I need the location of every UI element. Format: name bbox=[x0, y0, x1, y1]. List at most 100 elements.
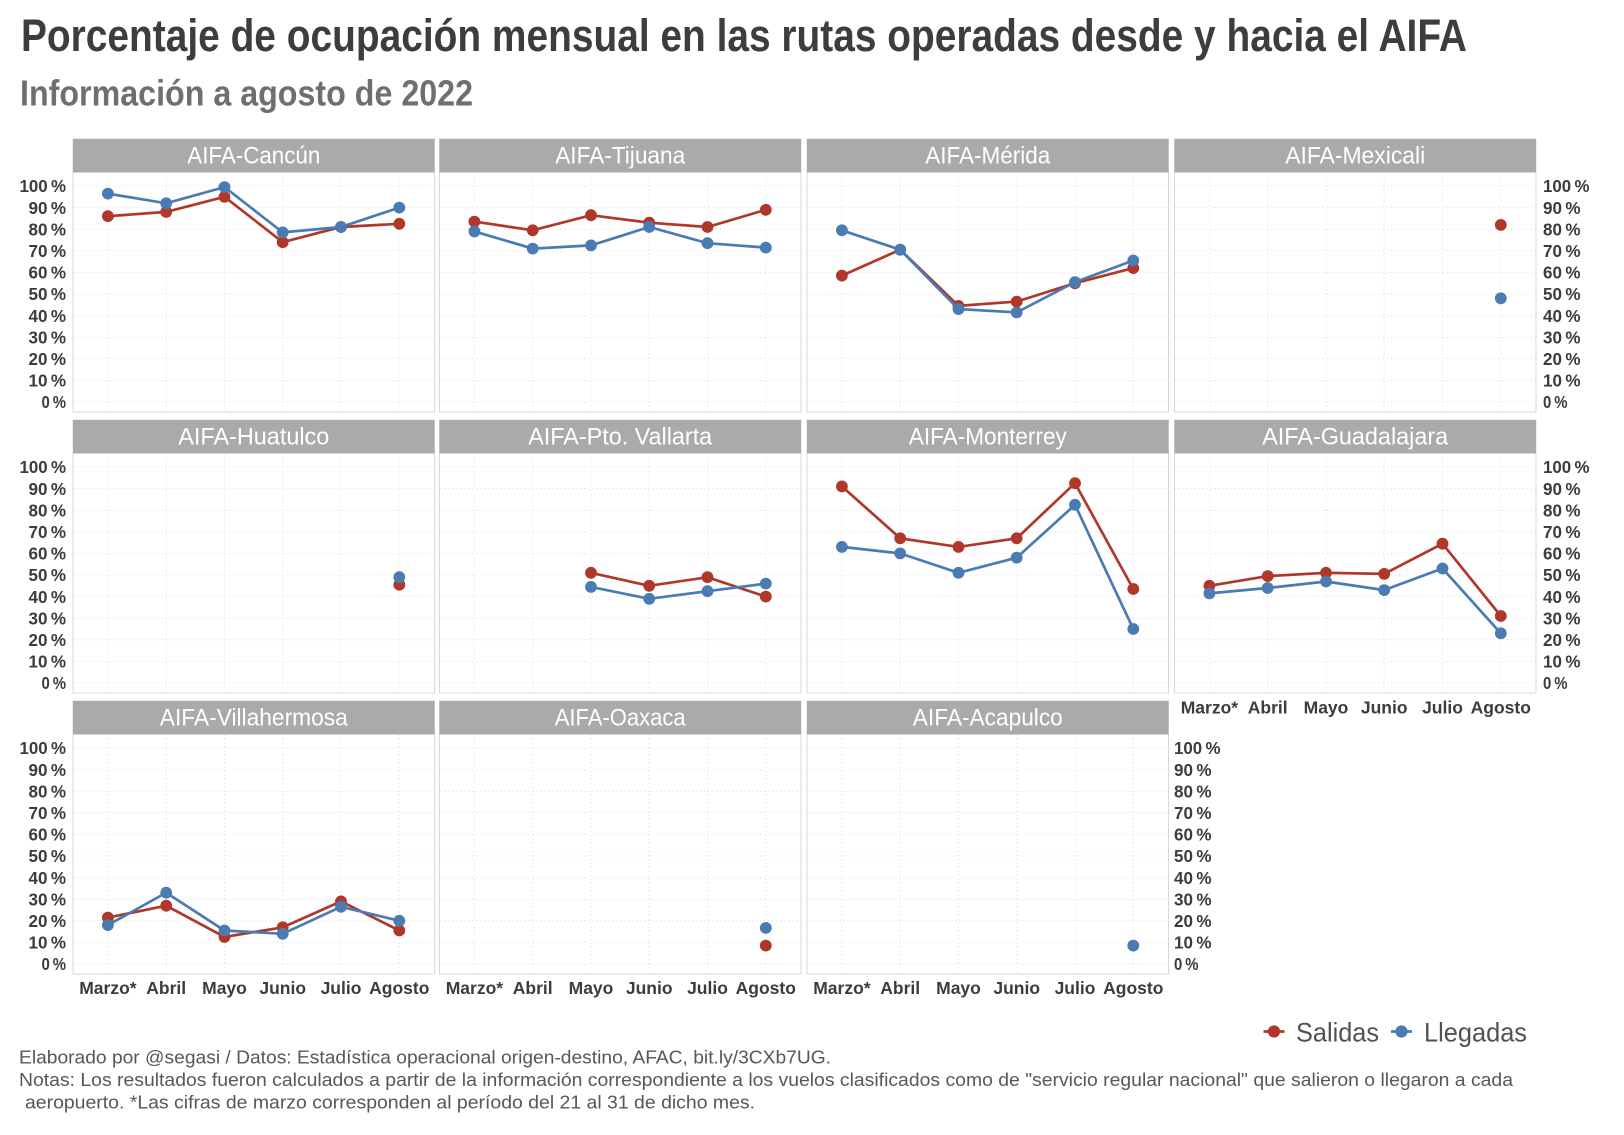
svg-text:Junio: Junio bbox=[993, 978, 1040, 998]
svg-text:10 %: 10 % bbox=[1543, 652, 1581, 672]
svg-text:30 %: 30 % bbox=[29, 889, 67, 909]
svg-text:0 %: 0 % bbox=[1174, 954, 1199, 974]
svg-text:90 %: 90 % bbox=[1543, 479, 1581, 499]
svg-text:80 %: 80 % bbox=[29, 781, 67, 801]
svg-text:90 %: 90 % bbox=[29, 760, 67, 780]
svg-text:100 %: 100 % bbox=[20, 738, 67, 758]
svg-text:0 %: 0 % bbox=[1543, 392, 1568, 412]
svg-text:60 %: 60 % bbox=[1543, 544, 1581, 564]
svg-text:Mayo: Mayo bbox=[1304, 698, 1349, 718]
svg-text:AIFA-Acapulco: AIFA-Acapulco bbox=[913, 705, 1063, 732]
svg-text:50 %: 50 % bbox=[29, 284, 67, 304]
svg-text:90 %: 90 % bbox=[29, 479, 67, 499]
svg-text:AIFA-Guadalajara: AIFA-Guadalajara bbox=[1262, 424, 1449, 451]
svg-text:Abril: Abril bbox=[146, 978, 186, 998]
svg-text:Abril: Abril bbox=[1248, 698, 1288, 718]
svg-text:AIFA-Pto. Vallarta: AIFA-Pto. Vallarta bbox=[528, 424, 713, 451]
svg-text:70 %: 70 % bbox=[29, 241, 67, 261]
svg-text:AIFA-Huatulco: AIFA-Huatulco bbox=[178, 424, 329, 451]
svg-text:40 %: 40 % bbox=[1174, 868, 1212, 888]
svg-text:10 %: 10 % bbox=[29, 652, 67, 672]
svg-text:Porcentaje de ocupación mensua: Porcentaje de ocupación mensual en las r… bbox=[21, 10, 1467, 61]
svg-text:50 %: 50 % bbox=[29, 565, 67, 585]
svg-text:0 %: 0 % bbox=[42, 392, 67, 412]
svg-text:Mayo: Mayo bbox=[569, 978, 614, 998]
svg-text:30 %: 30 % bbox=[29, 327, 67, 347]
svg-text:Marzo*: Marzo* bbox=[79, 978, 137, 998]
svg-text:20 %: 20 % bbox=[29, 911, 67, 931]
svg-text:100 %: 100 % bbox=[20, 176, 67, 196]
svg-text:0 %: 0 % bbox=[42, 673, 67, 693]
svg-text:Marzo*: Marzo* bbox=[446, 978, 504, 998]
svg-text:50 %: 50 % bbox=[1543, 284, 1581, 304]
svg-text:Julio: Julio bbox=[1422, 698, 1463, 718]
svg-text:AIFA-Tijuana: AIFA-Tijuana bbox=[555, 143, 686, 170]
svg-text:AIFA-Cancún: AIFA-Cancún bbox=[187, 143, 320, 170]
svg-text:Agosto: Agosto bbox=[736, 978, 796, 998]
svg-text:100 %: 100 % bbox=[1543, 457, 1590, 477]
svg-text:Información a agosto de 2022: Información a agosto de 2022 bbox=[20, 73, 473, 114]
svg-text:70 %: 70 % bbox=[29, 803, 67, 823]
svg-text:80 %: 80 % bbox=[1174, 781, 1212, 801]
svg-text:Salidas: Salidas bbox=[1296, 1018, 1379, 1048]
svg-text:20 %: 20 % bbox=[29, 630, 67, 650]
svg-text:50 %: 50 % bbox=[1543, 565, 1581, 585]
svg-text:80 %: 80 % bbox=[29, 219, 67, 239]
svg-text:10 %: 10 % bbox=[1543, 371, 1581, 391]
svg-text:40 %: 40 % bbox=[1543, 587, 1581, 607]
svg-text:Llegadas: Llegadas bbox=[1424, 1018, 1527, 1048]
svg-text:Notas: Los resultados fueron c: Notas: Los resultados fueron calculados … bbox=[19, 1070, 1514, 1090]
svg-text:60 %: 60 % bbox=[1543, 263, 1581, 283]
svg-text:Mayo: Mayo bbox=[936, 978, 981, 998]
svg-text:80 %: 80 % bbox=[1543, 219, 1581, 239]
svg-text:Julio: Julio bbox=[1055, 978, 1096, 998]
svg-text:60 %: 60 % bbox=[29, 825, 67, 845]
svg-text:10 %: 10 % bbox=[29, 933, 67, 953]
svg-text:100 %: 100 % bbox=[20, 457, 67, 477]
svg-text:Agosto: Agosto bbox=[1471, 698, 1531, 718]
svg-text:AIFA-Mérida: AIFA-Mérida bbox=[925, 143, 1051, 170]
svg-text:10 %: 10 % bbox=[29, 371, 67, 391]
svg-text:30 %: 30 % bbox=[1543, 608, 1581, 628]
svg-text:10 %: 10 % bbox=[1174, 933, 1212, 953]
svg-text:Julio: Julio bbox=[687, 978, 728, 998]
svg-text:Julio: Julio bbox=[321, 978, 362, 998]
svg-text:100 %: 100 % bbox=[1174, 738, 1221, 758]
svg-text:20 %: 20 % bbox=[1543, 349, 1581, 369]
svg-text:0 %: 0 % bbox=[42, 954, 67, 974]
svg-text:20 %: 20 % bbox=[1174, 911, 1212, 931]
svg-text:Agosto: Agosto bbox=[1103, 978, 1163, 998]
svg-text:30 %: 30 % bbox=[1174, 889, 1212, 909]
svg-text:20 %: 20 % bbox=[1543, 630, 1581, 650]
svg-text:Mayo: Mayo bbox=[202, 978, 247, 998]
svg-text:90 %: 90 % bbox=[29, 198, 67, 218]
svg-text:Junio: Junio bbox=[626, 978, 673, 998]
svg-text:Agosto: Agosto bbox=[369, 978, 429, 998]
svg-text:Abril: Abril bbox=[880, 978, 920, 998]
svg-text:0 %: 0 % bbox=[1543, 673, 1568, 693]
svg-text:80 %: 80 % bbox=[29, 500, 67, 520]
svg-text:70 %: 70 % bbox=[29, 522, 67, 542]
svg-text:70 %: 70 % bbox=[1174, 803, 1212, 823]
svg-text:60 %: 60 % bbox=[29, 544, 67, 564]
svg-text:100 %: 100 % bbox=[1543, 176, 1590, 196]
svg-text:30 %: 30 % bbox=[1543, 327, 1581, 347]
svg-text:60 %: 60 % bbox=[1174, 825, 1212, 845]
svg-text:40 %: 40 % bbox=[29, 306, 67, 326]
svg-text:30 %: 30 % bbox=[29, 608, 67, 628]
svg-text:80 %: 80 % bbox=[1543, 500, 1581, 520]
svg-text:40 %: 40 % bbox=[29, 868, 67, 888]
svg-text:50 %: 50 % bbox=[29, 846, 67, 866]
svg-text:90 %: 90 % bbox=[1174, 760, 1212, 780]
svg-text:70 %: 70 % bbox=[1543, 522, 1581, 542]
svg-text:70 %: 70 % bbox=[1543, 241, 1581, 261]
svg-text:Abril: Abril bbox=[513, 978, 553, 998]
svg-text:Marzo*: Marzo* bbox=[813, 978, 871, 998]
svg-text:Junio: Junio bbox=[259, 978, 306, 998]
svg-text:aeropuerto. *Las cifras de mar: aeropuerto. *Las cifras de marzo corresp… bbox=[25, 1093, 755, 1113]
svg-text:40 %: 40 % bbox=[29, 587, 67, 607]
svg-text:50 %: 50 % bbox=[1174, 846, 1212, 866]
svg-text:60 %: 60 % bbox=[29, 263, 67, 283]
svg-text:AIFA-Mexicali: AIFA-Mexicali bbox=[1285, 143, 1425, 170]
svg-text:40 %: 40 % bbox=[1543, 306, 1581, 326]
